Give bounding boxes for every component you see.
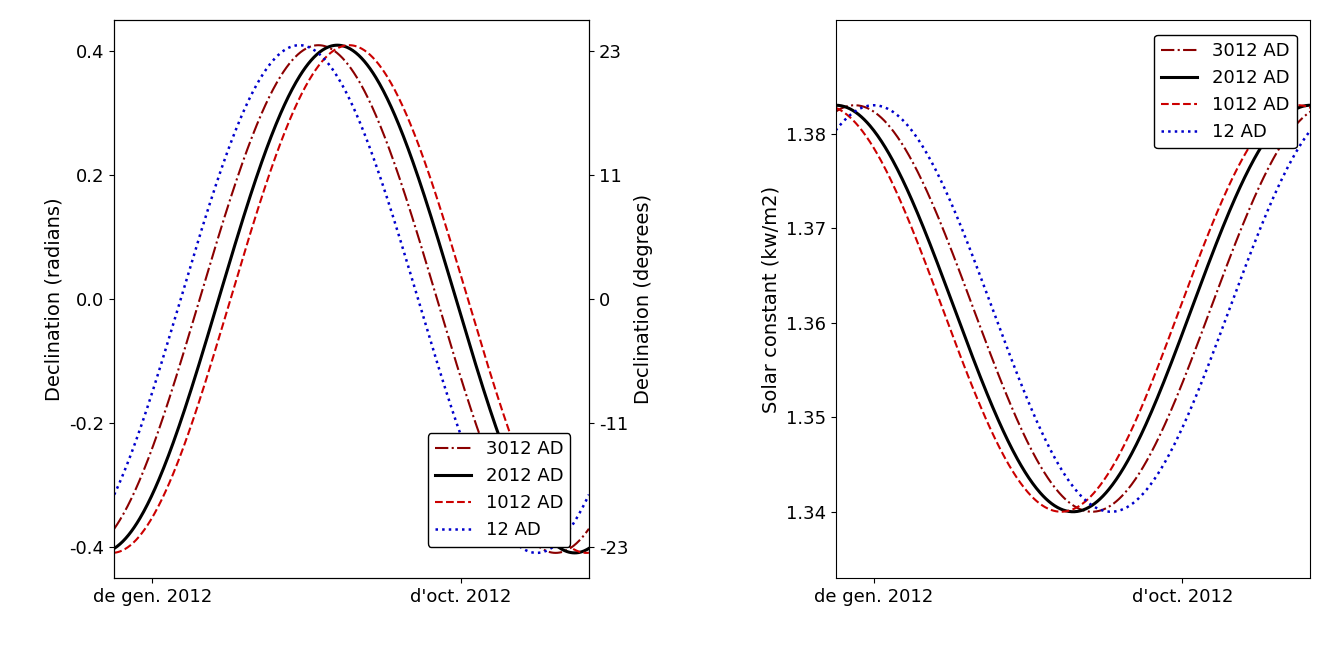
1012 AD [1054,508,1070,516]
1012 AD [1111,451,1128,459]
1012 AD [1218,188,1234,196]
2012 AD [364,67,380,75]
12 AD [866,101,882,110]
1012 AD [1056,507,1073,515]
12 AD [528,549,544,557]
3012 AD [828,108,844,116]
2012 AD [1056,506,1073,514]
1012 AD [1293,101,1309,110]
2012 AD [1111,471,1128,479]
1012 AD [106,549,122,557]
3012 AD [364,103,380,111]
2012 AD [828,101,844,110]
1012 AD [1086,489,1102,497]
12 AD [581,491,597,499]
3012 AD [310,41,327,49]
1012 AD [364,52,380,60]
2012 AD [496,446,512,454]
2012 AD [581,544,597,552]
3012 AD [496,493,512,501]
2012 AD [567,549,583,557]
2012 AD [571,548,587,556]
3012 AD [1111,494,1128,502]
1012 AD [341,41,358,49]
12 AD [292,41,308,49]
12 AD [1056,471,1073,479]
Line: 2012 AD: 2012 AD [114,45,589,553]
Legend: 3012 AD, 2012 AD, 1012 AD, 12 AD: 3012 AD, 2012 AD, 1012 AD, 12 AD [427,433,570,546]
12 AD [1219,312,1235,321]
2012 AD [1054,505,1070,513]
3012 AD [1302,108,1318,116]
3012 AD [847,101,863,110]
12 AD [1302,126,1318,134]
12 AD [828,126,844,134]
2012 AD [1218,216,1234,224]
1012 AD [335,42,351,50]
Y-axis label: Declination (radians): Declination (radians) [44,197,65,401]
Y-axis label: Declination (degrees): Declination (degrees) [633,194,653,404]
12 AD [1086,502,1102,510]
3012 AD [390,169,406,177]
2012 AD [329,41,345,49]
12 AD [571,509,587,517]
2012 AD [1064,508,1081,516]
1012 AD [390,91,406,99]
Y-axis label: Solar constant (kw/m2): Solar constant (kw/m2) [761,185,781,413]
3012 AD [1054,492,1070,500]
3012 AD [1219,262,1235,270]
Line: 3012 AD: 3012 AD [836,106,1310,512]
1012 AD [570,548,586,556]
12 AD [336,83,352,91]
3012 AD [106,525,122,533]
Line: 1012 AD: 1012 AD [836,106,1310,512]
3012 AD [547,549,563,557]
2012 AD [1292,103,1308,112]
2012 AD [1086,501,1102,509]
Legend: 3012 AD, 2012 AD, 1012 AD, 12 AD: 3012 AD, 2012 AD, 1012 AD, 12 AD [1154,35,1297,149]
2012 AD [332,42,348,50]
12 AD [1111,506,1128,514]
1012 AD [581,549,597,557]
3012 AD [571,536,587,544]
12 AD [496,526,512,534]
3012 AD [1083,508,1099,516]
3012 AD [336,55,352,63]
2012 AD [106,544,122,552]
1012 AD [828,103,844,112]
Line: 1012 AD: 1012 AD [114,45,589,553]
1012 AD [579,549,595,557]
Line: 12 AD: 12 AD [114,45,589,553]
1012 AD [1292,101,1308,110]
1012 AD [496,413,512,421]
2012 AD [1302,101,1318,110]
3012 AD [1293,116,1309,124]
12 AD [106,491,122,499]
12 AD [1054,466,1070,474]
12 AD [332,78,348,86]
12 AD [1293,140,1309,148]
2012 AD [390,118,406,126]
12 AD [364,150,380,158]
3012 AD [1086,507,1102,515]
3012 AD [332,52,348,60]
1012 AD [1054,508,1070,516]
2012 AD [336,42,352,50]
12 AD [390,228,406,236]
1012 AD [332,43,348,51]
Line: 3012 AD: 3012 AD [114,45,589,553]
Line: 2012 AD: 2012 AD [836,106,1310,512]
3012 AD [1056,495,1073,503]
Line: 12 AD: 12 AD [836,106,1310,512]
12 AD [1102,508,1118,516]
1012 AD [1302,103,1318,112]
3012 AD [581,525,597,533]
